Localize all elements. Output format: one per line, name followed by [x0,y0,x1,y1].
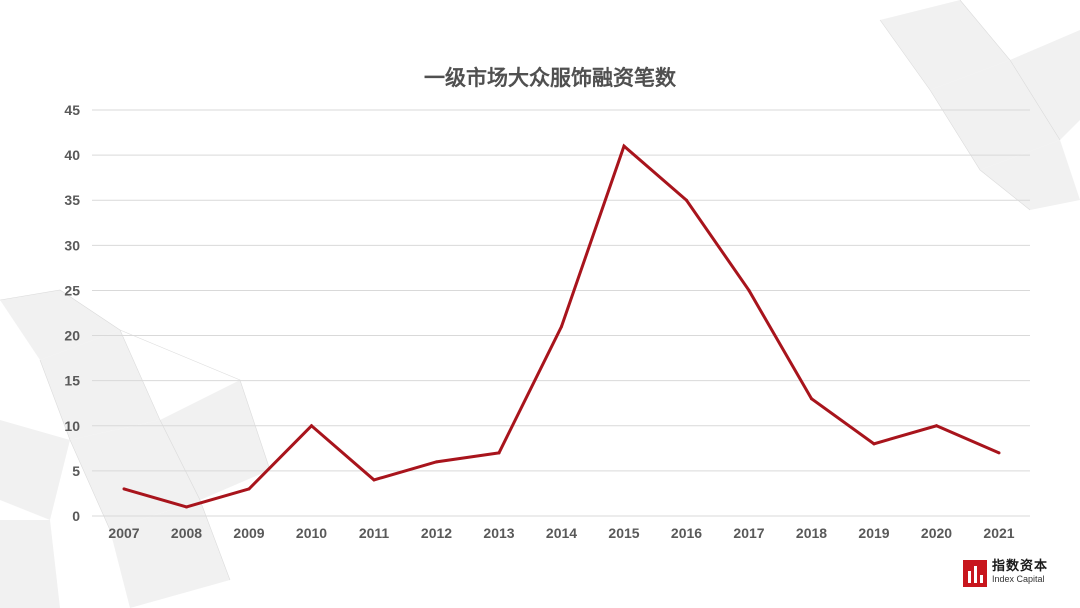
x-tick-label: 2015 [608,525,639,541]
x-tick-label: 2012 [421,525,452,541]
y-tick-label: 15 [64,373,80,389]
logo-mark-icon [963,560,987,587]
data-point [622,144,626,148]
x-tick-label: 2016 [671,525,702,541]
y-tick-label: 45 [64,102,80,118]
data-point [997,451,1001,455]
x-tick-label: 2018 [796,525,827,541]
y-axis-ticks: 0 5 10 15 20 25 30 35 40 45 [64,102,80,524]
x-tick-label: 2009 [233,525,264,541]
data-point [185,505,188,509]
gridlines [92,109,1030,517]
data-point [310,424,313,428]
x-tick-label: 2010 [296,525,327,541]
x-tick-label: 2020 [921,525,952,541]
y-tick-label: 0 [72,508,80,524]
index-capital-logo: 指数资本 Index Capital [963,555,1073,589]
data-point [935,424,938,428]
series-layer [122,143,1001,509]
x-tick-label: 2011 [359,525,390,541]
logo-english-name: Index Capital [992,574,1045,584]
data-point [435,460,438,464]
x-tick-label: 2017 [733,525,764,541]
data-point [497,451,501,455]
x-tick-label: 2013 [483,525,514,541]
x-tick-label: 2021 [983,525,1014,541]
y-tick-label: 20 [64,328,80,344]
data-point [247,487,251,491]
x-axis-ticks: 2007 2008 2009 2010 2011 2012 2013 2014 2015 2016… [108,525,1014,541]
data-point [560,325,563,329]
x-tick-label: 2019 [858,525,889,541]
data-point [122,487,126,491]
y-tick-label: 30 [64,237,80,253]
y-tick-label: 35 [64,192,80,208]
y-tick-label: 40 [64,147,80,163]
y-tick-label: 5 [72,463,80,479]
chart-title: 一级市场大众服饰融资笔数 [424,66,677,90]
logo-chinese-name: 指数资本 [992,559,1049,574]
x-tick-label: 2014 [546,525,577,541]
y-tick-label: 10 [64,418,80,434]
data-point [685,198,688,202]
x-tick-label: 2007 [108,525,139,541]
x-tick-label: 2008 [171,525,202,541]
data-point [810,397,813,401]
data-point [872,442,876,446]
y-tick-label: 25 [64,282,80,298]
data-point [372,478,376,482]
data-point [747,288,751,292]
